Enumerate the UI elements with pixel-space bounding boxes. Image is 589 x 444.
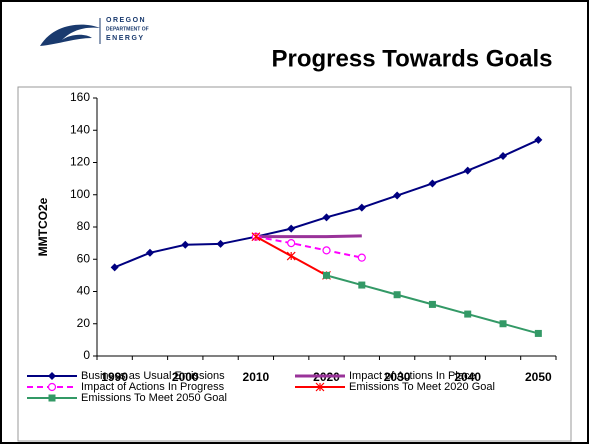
legend-label: Emissions To Meet 2020 Goal (349, 381, 495, 393)
legend-label: Emissions To Meet 2050 Goal (81, 392, 227, 404)
x-tick-label: 2040 (454, 370, 481, 384)
y-tick-label: 40 (77, 284, 91, 298)
marker (322, 246, 331, 255)
y-tick-label: 160 (70, 90, 90, 104)
marker (287, 224, 296, 233)
x-tick-label: 2050 (525, 370, 552, 384)
legend-label: Impact of Actions In Place (349, 370, 476, 382)
marker (358, 281, 366, 289)
marker (499, 320, 507, 328)
series-line (255, 235, 363, 259)
marker (357, 253, 366, 262)
marker (181, 240, 190, 249)
legend-label: Impact of Actions In Progress (81, 381, 225, 393)
marker (47, 382, 57, 392)
y-tick-label: 120 (70, 155, 90, 169)
chart-frame (17, 86, 572, 442)
marker (322, 213, 331, 222)
marker (428, 300, 436, 308)
y-tick-label: 20 (77, 316, 91, 330)
marker (464, 310, 472, 318)
series-line (255, 234, 362, 239)
marker (323, 271, 330, 279)
x-tick-label: 1990 (101, 370, 128, 384)
marker (393, 191, 402, 200)
chart-title: Progress Towards Goals (272, 45, 553, 72)
logo-text: ENERGY (106, 35, 145, 42)
marker (315, 382, 325, 392)
marker (534, 135, 543, 144)
y-tick-label: 140 (70, 122, 90, 136)
marker (428, 179, 437, 188)
x-tick-label: 2000 (172, 370, 199, 384)
marker (110, 263, 119, 272)
marker (534, 329, 542, 337)
y-tick-label: 0 (83, 348, 90, 362)
marker (393, 291, 401, 299)
marker (251, 232, 261, 242)
marker (145, 248, 154, 257)
logo-swoosh (40, 24, 100, 46)
x-tick-label: 2030 (384, 370, 411, 384)
marker (357, 203, 366, 212)
marker (48, 394, 56, 402)
marker (48, 372, 56, 380)
marker (463, 166, 472, 175)
marker (286, 251, 296, 261)
x-tick-label: 2010 (243, 370, 270, 384)
y-axis-label: MMTCO2e (36, 197, 50, 256)
legend-label: Business as Usual Emissions (81, 370, 225, 382)
marker (499, 152, 508, 161)
y-tick-label: 80 (77, 219, 91, 233)
marker (287, 239, 296, 248)
logo-text: DEPARTMENT OF (106, 26, 149, 32)
y-tick-label: 60 (77, 251, 91, 265)
logo-text: OREGON (106, 17, 146, 24)
marker (216, 239, 225, 248)
y-tick-label: 100 (70, 187, 90, 201)
